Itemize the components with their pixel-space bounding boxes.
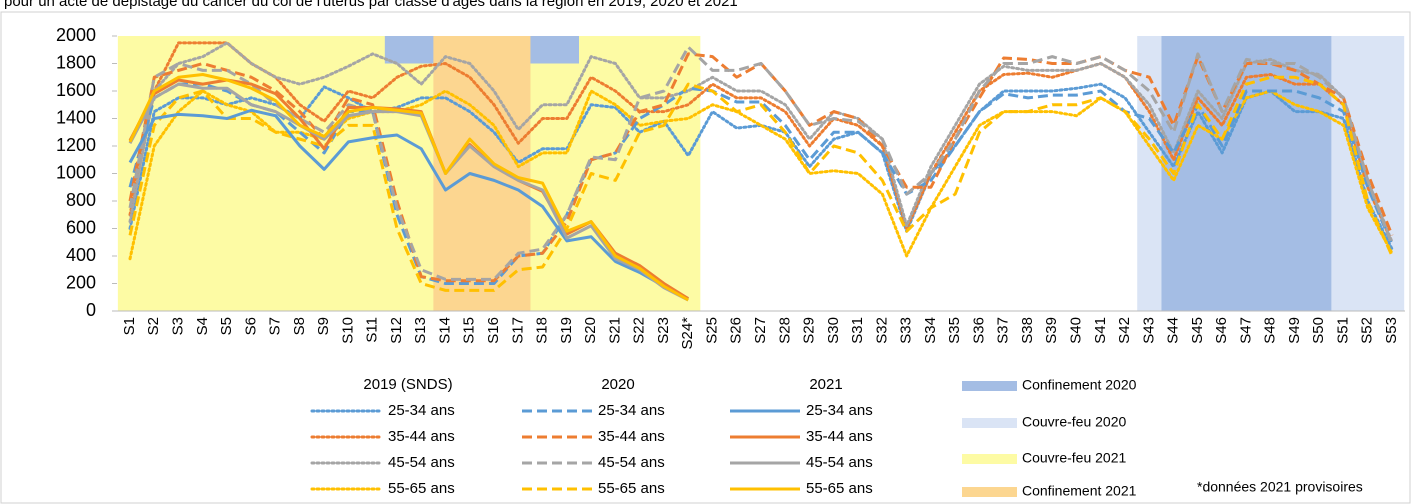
- legend-label: 35-44 ans: [388, 428, 455, 445]
- x-tick-label: S4: [194, 317, 211, 335]
- legend-label: 35-44 ans: [806, 428, 873, 445]
- legend-group-title: 2020: [601, 376, 634, 393]
- legend-group-title: 2019 (SNDS): [363, 376, 452, 393]
- y-tick-label: 800: [66, 190, 96, 210]
- series-line: [128, 41, 1394, 244]
- x-tick-label: S50: [1310, 317, 1327, 344]
- legend-band-label: Couvre-feu 2020: [1022, 414, 1127, 430]
- x-tick-label: S18: [534, 317, 551, 344]
- legend-band-label: Confinement 2021: [1022, 483, 1137, 499]
- x-tick-label: S43: [1140, 317, 1157, 344]
- x-tick-label: S28: [776, 317, 793, 344]
- x-tick-label: S46: [1213, 317, 1230, 344]
- legend-label: 45-54 ans: [388, 454, 455, 471]
- y-tick-label: 1800: [56, 52, 96, 72]
- y-tick-label: 1200: [56, 135, 96, 155]
- x-tick-label: S22: [631, 317, 648, 344]
- legend-band-label: Couvre-feu 2021: [1022, 450, 1127, 466]
- y-tick-label: 1000: [56, 162, 96, 182]
- footnote: *données 2021 provisoires: [1197, 479, 1363, 495]
- legend-label: 35-44 ans: [598, 428, 665, 445]
- x-tick-label: S31: [849, 317, 866, 344]
- legend-label: 55-65 ans: [388, 480, 455, 497]
- y-tick-label: 2000: [56, 25, 96, 45]
- x-tick-label: S3: [170, 317, 187, 335]
- series-line: [128, 41, 1394, 244]
- x-tick-label: S14: [436, 317, 453, 344]
- legend-band-swatch: [962, 418, 1017, 428]
- legend-label: 45-54 ans: [806, 454, 873, 471]
- x-tick-label: S38: [1019, 317, 1036, 344]
- x-tick-label: S25: [703, 317, 720, 344]
- x-tick-label: S47: [1237, 317, 1254, 344]
- legend-group-title: 2021: [809, 376, 842, 393]
- x-tick-label: S26: [728, 317, 745, 344]
- y-tick-label: 1600: [56, 80, 96, 100]
- legend-band-label: Confinement 2020: [1022, 377, 1137, 393]
- chart-title: pour un acte de dépistage du cancer du c…: [4, 0, 738, 10]
- x-tick-label: S17: [509, 317, 526, 344]
- legend-label: 25-34 ans: [388, 402, 455, 419]
- x-tick-label: S24*: [679, 317, 696, 350]
- x-tick-label: S33: [898, 317, 915, 344]
- series-line: [128, 73, 689, 302]
- x-tick-label: S21: [606, 317, 623, 344]
- x-tick-label: S48: [1262, 317, 1279, 344]
- x-tick-label: S6: [242, 317, 259, 335]
- x-tick-label: S32: [873, 317, 890, 344]
- x-tick-label: S41: [1092, 317, 1109, 344]
- x-tick-label: S11: [364, 317, 381, 343]
- x-tick-label: S27: [752, 317, 769, 344]
- y-tick-label: 200: [66, 272, 96, 292]
- x-tick-label: S13: [412, 317, 429, 344]
- x-tick-label: S53: [1383, 317, 1400, 344]
- legend-label: 45-54 ans: [598, 454, 665, 471]
- x-tick-label: S2: [145, 317, 162, 335]
- x-tick-label: S9: [315, 317, 332, 335]
- x-tick-label: S37: [995, 317, 1012, 344]
- series-line: [128, 75, 1394, 292]
- x-tick-label: S10: [339, 317, 356, 344]
- y-tick-label: 600: [66, 217, 96, 237]
- x-tick-label: S44: [1165, 317, 1182, 344]
- x-tick-label: S51: [1334, 317, 1351, 344]
- x-tick-label: S35: [946, 317, 963, 344]
- x-tick-label: S34: [922, 317, 939, 344]
- x-tick-label: S49: [1286, 317, 1303, 344]
- x-tick-label: S20: [582, 317, 599, 344]
- x-tick-label: S16: [485, 317, 502, 344]
- y-tick-label: 1400: [56, 107, 96, 127]
- period-band: [117, 36, 701, 311]
- x-tick-label: S52: [1359, 317, 1376, 344]
- legend-label: 25-34 ans: [598, 402, 665, 419]
- x-tick-label: S19: [558, 317, 575, 344]
- x-tick-label: S36: [970, 317, 987, 344]
- x-tick-label: S45: [1189, 317, 1206, 344]
- x-tick-label: S12: [388, 317, 405, 344]
- legend-label: 25-34 ans: [806, 402, 873, 419]
- x-tick-label: S39: [1043, 317, 1060, 344]
- x-tick-label: S8: [291, 317, 308, 335]
- y-tick-label: 400: [66, 245, 96, 265]
- legend-label: 55-65 ans: [598, 480, 665, 497]
- legend-label: 55-65 ans: [806, 480, 873, 497]
- legend-band-swatch: [962, 487, 1017, 497]
- y-tick-label: 0: [86, 300, 96, 320]
- x-tick-label: S15: [461, 317, 478, 344]
- series-line: [128, 108, 689, 300]
- series-line: [128, 82, 689, 302]
- series-line: [128, 45, 1394, 281]
- x-tick-label: S23: [655, 317, 672, 344]
- period-band: [433, 36, 531, 311]
- legend-band-swatch: [962, 381, 1017, 391]
- x-tick-label: S40: [1067, 317, 1084, 344]
- x-tick-label: S1: [121, 317, 138, 335]
- x-tick-label: S29: [801, 317, 818, 344]
- x-tick-label: S7: [267, 317, 284, 335]
- x-tick-label: S5: [218, 317, 235, 335]
- x-tick-label: S42: [1116, 317, 1133, 344]
- x-tick-label: S30: [825, 317, 842, 344]
- legend-band-swatch: [962, 454, 1017, 464]
